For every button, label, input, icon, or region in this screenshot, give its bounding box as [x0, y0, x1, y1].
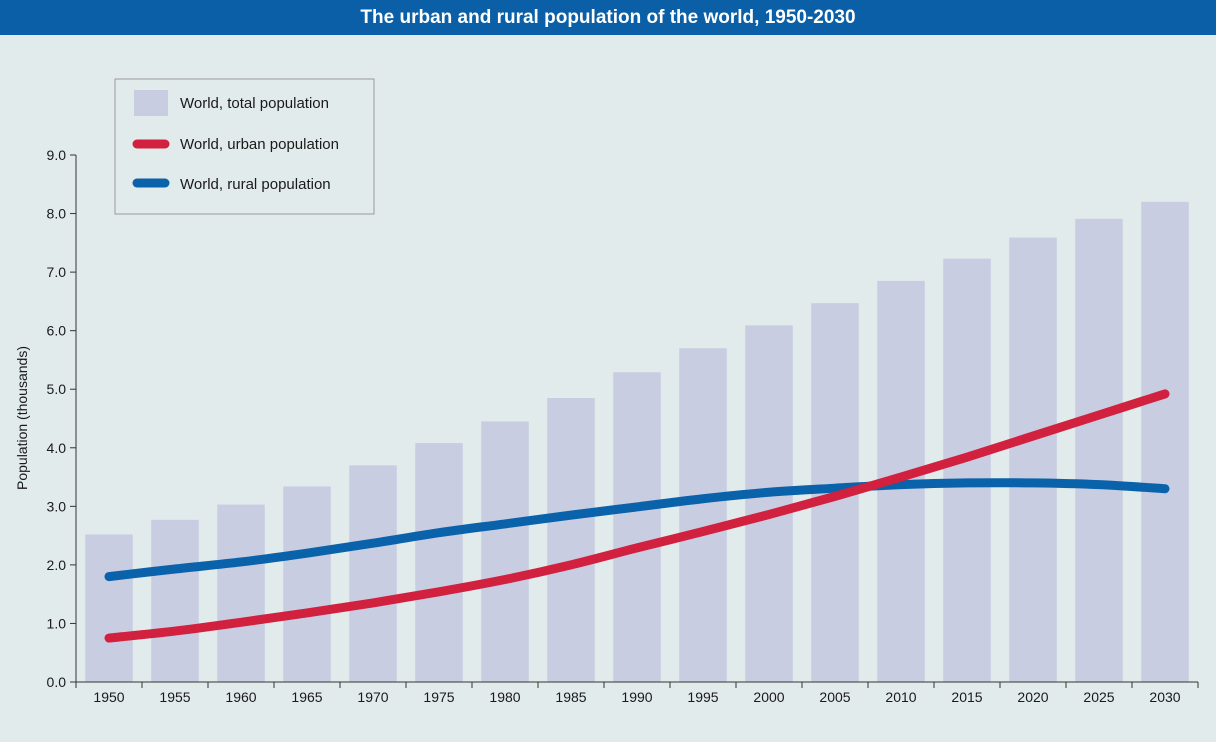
x-tick-label: 2000 — [753, 689, 784, 705]
x-tick-label: 1950 — [93, 689, 124, 705]
chart-area: 0.0 1.0 2.0 3.0 4.0 5.0 6.0 7.0 8.0 9.0 1950 1955 19… — [14, 78, 1199, 705]
bar-total-1970 — [349, 465, 397, 682]
x-tick-label: 1970 — [357, 689, 388, 705]
y-tick-label: 9.0 — [47, 147, 67, 163]
legend: World, total population World, urban pop… — [114, 78, 375, 215]
x-tick-label: 2010 — [885, 689, 916, 705]
bar-total-2015 — [943, 258, 991, 682]
x-tick-label: 1955 — [159, 689, 190, 705]
bar-total-1975 — [415, 443, 463, 682]
x-tick-label: 2030 — [1149, 689, 1180, 705]
x-tick-label: 1980 — [489, 689, 520, 705]
bars-layer — [85, 201, 1189, 682]
lines-layer — [104, 389, 1170, 643]
bar-total-2020 — [1009, 237, 1057, 682]
bar-total-1965 — [283, 486, 331, 682]
y-axis-title: Population (thousands) — [14, 346, 30, 490]
legend-label-urban: World, urban population — [180, 136, 339, 153]
bar-total-1985 — [547, 398, 595, 682]
bar-total-1955 — [151, 519, 199, 682]
x-tick-label: 2005 — [819, 689, 850, 705]
x-tick-label: 2020 — [1017, 689, 1048, 705]
bar-total-1990 — [613, 372, 661, 682]
chart-title: The urban and rural population of the wo… — [0, 0, 1216, 35]
line-rural — [104, 478, 1170, 582]
legend-label-total: World, total population — [180, 95, 329, 112]
y-tick-label: 0.0 — [47, 674, 67, 690]
y-tick-label: 7.0 — [47, 264, 67, 280]
x-tick-label: 1975 — [423, 689, 454, 705]
bar-total-1980 — [481, 421, 529, 682]
bar-total-1960 — [217, 504, 265, 682]
x-tick-label: 2015 — [951, 689, 982, 705]
bar-total-2030 — [1141, 201, 1189, 682]
bar-total-2025 — [1075, 218, 1123, 682]
legend-label-rural: World, rural population — [180, 176, 331, 193]
y-tick-label: 6.0 — [47, 323, 67, 339]
bar-total-2000 — [745, 325, 793, 682]
x-tick-label: 1995 — [687, 689, 718, 705]
x-tick-label: 1965 — [291, 689, 322, 705]
bar-total-1995 — [679, 348, 727, 682]
y-tick-label: 8.0 — [47, 206, 67, 222]
line-urban — [104, 389, 1170, 643]
bar-total-1950 — [85, 534, 133, 682]
x-tick-label: 2025 — [1083, 689, 1114, 705]
y-tick-label: 4.0 — [47, 440, 67, 456]
x-tick-label: 1990 — [621, 689, 652, 705]
x-tick-label: 1960 — [225, 689, 256, 705]
y-tick-label: 5.0 — [47, 381, 67, 397]
x-tick-label: 1985 — [555, 689, 586, 705]
legend-swatch-total — [134, 90, 168, 116]
y-tick-label: 3.0 — [47, 498, 67, 514]
y-tick-label: 2.0 — [47, 557, 67, 573]
axes-layer: 0.0 1.0 2.0 3.0 4.0 5.0 6.0 7.0 8.0 9.0 1950 1955 19… — [47, 147, 1199, 705]
y-tick-label: 1.0 — [47, 615, 67, 631]
